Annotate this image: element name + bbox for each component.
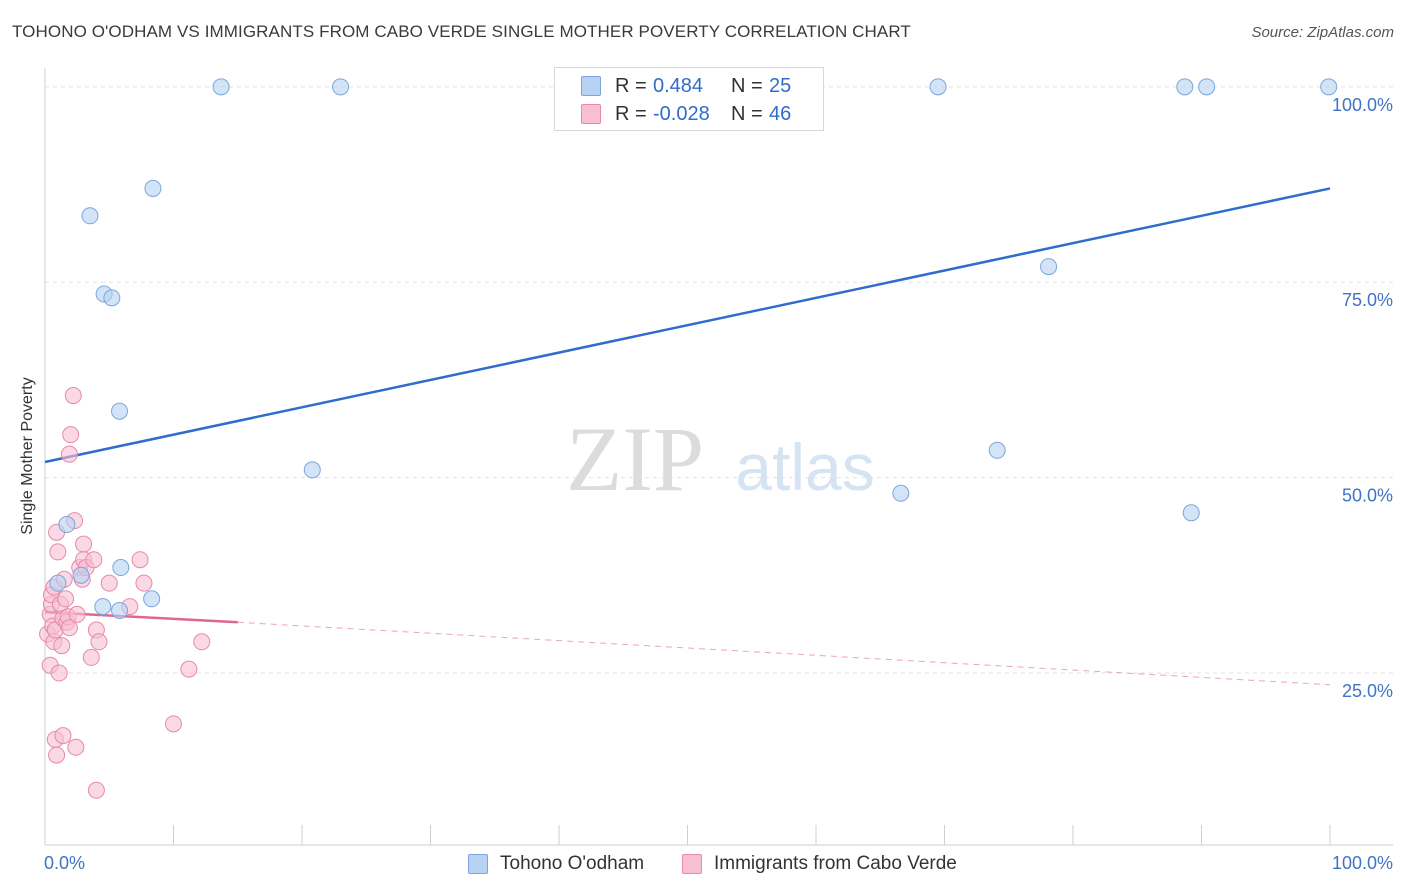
- legend-r-value: 0.484: [653, 74, 704, 97]
- legend-n-value: 46: [769, 102, 792, 125]
- x-tick-label-max: 100.0%: [1332, 853, 1393, 873]
- legend-swatch-blue: [581, 76, 601, 96]
- source-text: Source: ZipAtlas.com: [1251, 24, 1394, 41]
- point-cabo-verde: [131, 551, 149, 569]
- point-tohono-oodham: [103, 289, 121, 307]
- point-cabo-verde: [49, 543, 67, 561]
- legend-n-label: N =: [731, 74, 763, 97]
- point-cabo-verde: [82, 648, 100, 666]
- y-tick-label: 100.0%: [1332, 95, 1393, 115]
- y-tick-label: 75.0%: [1342, 290, 1393, 310]
- point-tohono-oodham: [332, 78, 350, 96]
- point-tohono-oodham: [143, 590, 161, 608]
- bottom-legend-swatch-pink: [682, 854, 702, 874]
- point-tohono-oodham: [988, 441, 1006, 459]
- legend-r-label: R =: [615, 74, 647, 97]
- chart-title: TOHONO O'ODHAM VS IMMIGRANTS FROM CABO V…: [12, 22, 911, 41]
- axes: [44, 68, 1393, 846]
- point-tohono-oodham: [144, 179, 162, 197]
- point-tohono-oodham: [49, 574, 67, 592]
- point-tohono-oodham: [1040, 258, 1058, 276]
- bottom-legend-series2: Immigrants from Cabo Verde: [682, 852, 957, 876]
- point-cabo-verde: [193, 633, 211, 651]
- point-cabo-verde: [180, 660, 198, 678]
- point-tohono-oodham: [112, 559, 130, 577]
- legend-n-value: 25: [769, 74, 792, 97]
- point-tohono-oodham: [111, 402, 129, 420]
- bottom-legend-label: Immigrants from Cabo Verde: [714, 853, 957, 874]
- point-cabo-verde: [100, 574, 118, 592]
- point-tohono-oodham: [111, 602, 129, 620]
- point-cabo-verde: [67, 738, 85, 756]
- point-cabo-verde: [53, 637, 71, 655]
- point-cabo-verde: [60, 619, 78, 637]
- bottom-legend-label: Tohono O'odham: [500, 853, 645, 874]
- y-tick-label: 25.0%: [1342, 681, 1393, 701]
- tick-labels: 25.0% 50.0% 75.0% 100.0% 0.0% 100.0%: [44, 95, 1393, 873]
- point-tohono-oodham: [1198, 78, 1216, 96]
- point-tohono-oodham: [81, 207, 99, 225]
- legend-r-value: -0.028: [653, 102, 710, 125]
- point-tohono-oodham: [1320, 78, 1338, 96]
- grid-lines: [45, 86, 1393, 674]
- point-tohono-oodham: [212, 78, 230, 96]
- point-cabo-verde: [68, 605, 86, 623]
- watermark: ZIP atlas: [566, 408, 875, 510]
- legend-row-series1: R = 0.484 N = 25: [581, 72, 791, 100]
- legend-n-label: N =: [731, 102, 763, 125]
- bottom-legend-swatch-blue: [468, 854, 488, 874]
- point-cabo-verde: [54, 727, 72, 745]
- point-cabo-verde: [60, 445, 78, 463]
- point-cabo-verde: [57, 590, 75, 608]
- bottom-legend-series1: Tohono O'odham: [468, 852, 644, 876]
- point-cabo-verde: [64, 387, 82, 405]
- legend-r-label: R =: [615, 102, 647, 125]
- point-cabo-verde: [48, 746, 66, 764]
- legend-row-series2: R = -0.028 N = 46: [581, 100, 791, 128]
- legend-swatch-pink: [581, 104, 601, 124]
- point-tohono-oodham: [929, 78, 947, 96]
- data-points: [39, 78, 1338, 799]
- x-tick-label-min: 0.0%: [44, 853, 85, 873]
- point-cabo-verde: [85, 551, 103, 569]
- trend-line-cabo-verde-extension: [237, 621, 1331, 686]
- point-cabo-verde: [135, 574, 153, 592]
- point-cabo-verde: [90, 633, 108, 651]
- point-tohono-oodham: [58, 516, 76, 534]
- point-tohono-oodham: [1182, 504, 1200, 522]
- point-cabo-verde: [50, 664, 68, 682]
- point-cabo-verde: [75, 535, 93, 553]
- trend-line-tohono-oodham: [44, 187, 1331, 464]
- point-cabo-verde: [62, 426, 80, 444]
- point-cabo-verde: [165, 715, 182, 733]
- y-tick-label: 50.0%: [1342, 486, 1393, 506]
- point-tohono-oodham: [1176, 78, 1194, 96]
- stats-legend: R = 0.484 N = 25 R = -0.028 N = 46: [554, 67, 824, 131]
- point-tohono-oodham: [303, 461, 321, 479]
- point-tohono-oodham: [72, 566, 90, 584]
- point-tohono-oodham: [94, 598, 112, 616]
- point-cabo-verde: [87, 781, 105, 799]
- watermark-atlas: atlas: [735, 430, 874, 504]
- watermark-zip: ZIP: [566, 408, 704, 510]
- point-tohono-oodham: [892, 484, 910, 502]
